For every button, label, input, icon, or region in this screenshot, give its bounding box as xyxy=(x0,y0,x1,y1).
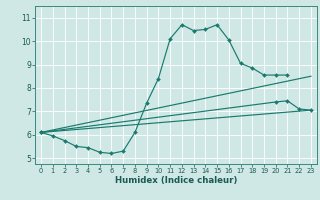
X-axis label: Humidex (Indice chaleur): Humidex (Indice chaleur) xyxy=(115,176,237,185)
